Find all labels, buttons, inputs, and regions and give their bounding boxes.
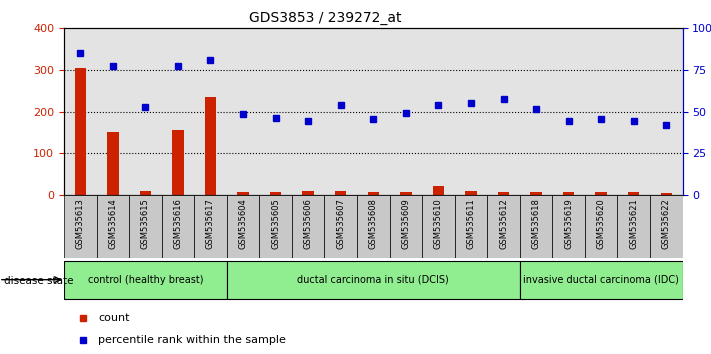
Bar: [97, 28, 129, 195]
FancyBboxPatch shape: [97, 195, 129, 258]
FancyBboxPatch shape: [552, 195, 585, 258]
Bar: [129, 28, 161, 195]
Bar: [75, 68, 86, 195]
Bar: [335, 192, 346, 195]
Bar: [628, 192, 639, 195]
Bar: [260, 28, 292, 195]
Bar: [237, 192, 249, 195]
FancyBboxPatch shape: [454, 195, 487, 258]
Text: GSM535605: GSM535605: [271, 198, 280, 249]
Text: disease state: disease state: [4, 276, 73, 286]
Bar: [357, 28, 390, 195]
Bar: [661, 193, 672, 195]
FancyBboxPatch shape: [357, 195, 390, 258]
Bar: [205, 97, 216, 195]
Bar: [161, 28, 194, 195]
Text: GSM535610: GSM535610: [434, 198, 443, 249]
FancyBboxPatch shape: [64, 261, 227, 299]
Bar: [302, 192, 314, 195]
Bar: [454, 28, 487, 195]
Text: GSM535615: GSM535615: [141, 198, 150, 249]
Text: GSM535612: GSM535612: [499, 198, 508, 249]
Bar: [139, 190, 151, 195]
Bar: [270, 192, 282, 195]
Text: percentile rank within the sample: percentile rank within the sample: [98, 335, 286, 345]
Text: GSM535619: GSM535619: [564, 198, 573, 249]
FancyBboxPatch shape: [324, 195, 357, 258]
Text: GSM535617: GSM535617: [206, 198, 215, 249]
Bar: [650, 28, 683, 195]
FancyBboxPatch shape: [520, 261, 683, 299]
FancyBboxPatch shape: [585, 195, 617, 258]
Bar: [107, 132, 119, 195]
Bar: [596, 192, 607, 195]
FancyBboxPatch shape: [64, 195, 97, 258]
Text: invasive ductal carcinoma (IDC): invasive ductal carcinoma (IDC): [523, 275, 679, 285]
FancyBboxPatch shape: [161, 195, 194, 258]
FancyBboxPatch shape: [390, 195, 422, 258]
Text: control (healthy breast): control (healthy breast): [87, 275, 203, 285]
Text: GSM535613: GSM535613: [76, 198, 85, 249]
Text: GSM535604: GSM535604: [239, 198, 247, 249]
Text: GSM535611: GSM535611: [466, 198, 476, 249]
Bar: [465, 192, 476, 195]
FancyBboxPatch shape: [194, 195, 227, 258]
FancyBboxPatch shape: [227, 261, 520, 299]
Bar: [563, 192, 574, 195]
Bar: [227, 28, 260, 195]
Text: GSM535616: GSM535616: [173, 198, 183, 249]
Bar: [552, 28, 585, 195]
FancyBboxPatch shape: [260, 195, 292, 258]
Bar: [400, 192, 412, 195]
FancyBboxPatch shape: [650, 195, 683, 258]
Bar: [64, 28, 97, 195]
Bar: [530, 192, 542, 195]
Bar: [390, 28, 422, 195]
Text: GSM535606: GSM535606: [304, 198, 313, 249]
Text: GSM535620: GSM535620: [597, 198, 606, 249]
Bar: [617, 28, 650, 195]
FancyBboxPatch shape: [129, 195, 161, 258]
Bar: [498, 192, 509, 195]
Text: GSM535609: GSM535609: [401, 198, 410, 249]
Text: GSM535614: GSM535614: [108, 198, 117, 249]
Text: ductal carcinoma in situ (DCIS): ductal carcinoma in situ (DCIS): [297, 275, 449, 285]
Text: GSM535608: GSM535608: [369, 198, 378, 249]
Bar: [172, 130, 183, 195]
Bar: [292, 28, 324, 195]
FancyBboxPatch shape: [227, 195, 260, 258]
Text: count: count: [98, 313, 129, 323]
Text: GSM535607: GSM535607: [336, 198, 346, 249]
FancyBboxPatch shape: [487, 195, 520, 258]
Bar: [422, 28, 454, 195]
Bar: [368, 192, 379, 195]
Bar: [520, 28, 552, 195]
FancyBboxPatch shape: [520, 195, 552, 258]
FancyBboxPatch shape: [422, 195, 454, 258]
Text: GSM535622: GSM535622: [662, 198, 670, 249]
Bar: [487, 28, 520, 195]
Bar: [194, 28, 227, 195]
Bar: [585, 28, 617, 195]
Bar: [324, 28, 357, 195]
Text: GSM535618: GSM535618: [532, 198, 540, 249]
FancyBboxPatch shape: [292, 195, 324, 258]
Text: GDS3853 / 239272_at: GDS3853 / 239272_at: [249, 11, 401, 25]
FancyBboxPatch shape: [617, 195, 650, 258]
Bar: [433, 186, 444, 195]
Text: GSM535621: GSM535621: [629, 198, 638, 249]
